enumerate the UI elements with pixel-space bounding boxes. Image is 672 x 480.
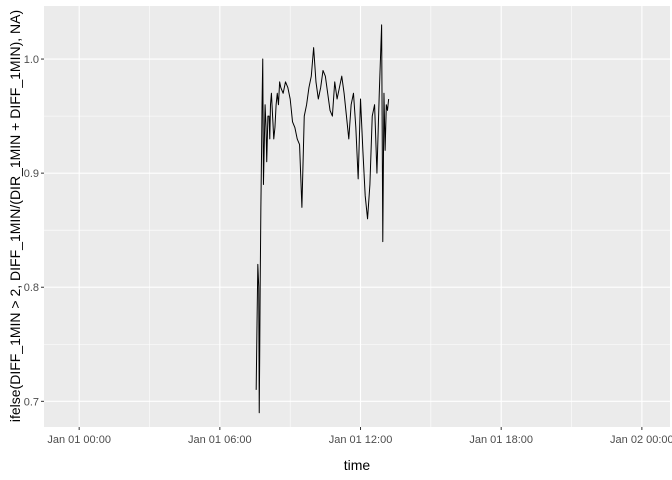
y-tick-label: 0.7 [24,396,39,408]
panel-background [44,6,670,427]
x-tick-label: Jan 01 18:00 [469,434,533,446]
grid-minor-lines [44,6,670,427]
x-tick-label: Jan 02 00:00 [610,434,672,446]
x-axis-ticks: Jan 01 00:00 Jan 01 06:00 Jan 01 12:00 Jan … [47,427,672,446]
x-tick-label: Jan 01 00:00 [47,434,111,446]
y-axis-title: ifelse(DIFF_1MIN > 2, DIFF_1MIN/(DIR_1MI… [7,10,23,422]
y-tick-label: 0.8 [24,282,39,294]
y-tick-label: 1.0 [24,54,39,66]
series-line [255,24,390,414]
y-tick-label: 0.9 [24,168,39,180]
x-axis-title: time [344,457,371,473]
series-layer [255,24,390,414]
y-axis-ticks: 0.7 0.8 0.9 1.0 [24,54,44,408]
x-tick-label: Jan 01 12:00 [329,434,393,446]
x-tick-label: Jan 01 06:00 [188,434,252,446]
grid-major-lines [44,6,670,427]
